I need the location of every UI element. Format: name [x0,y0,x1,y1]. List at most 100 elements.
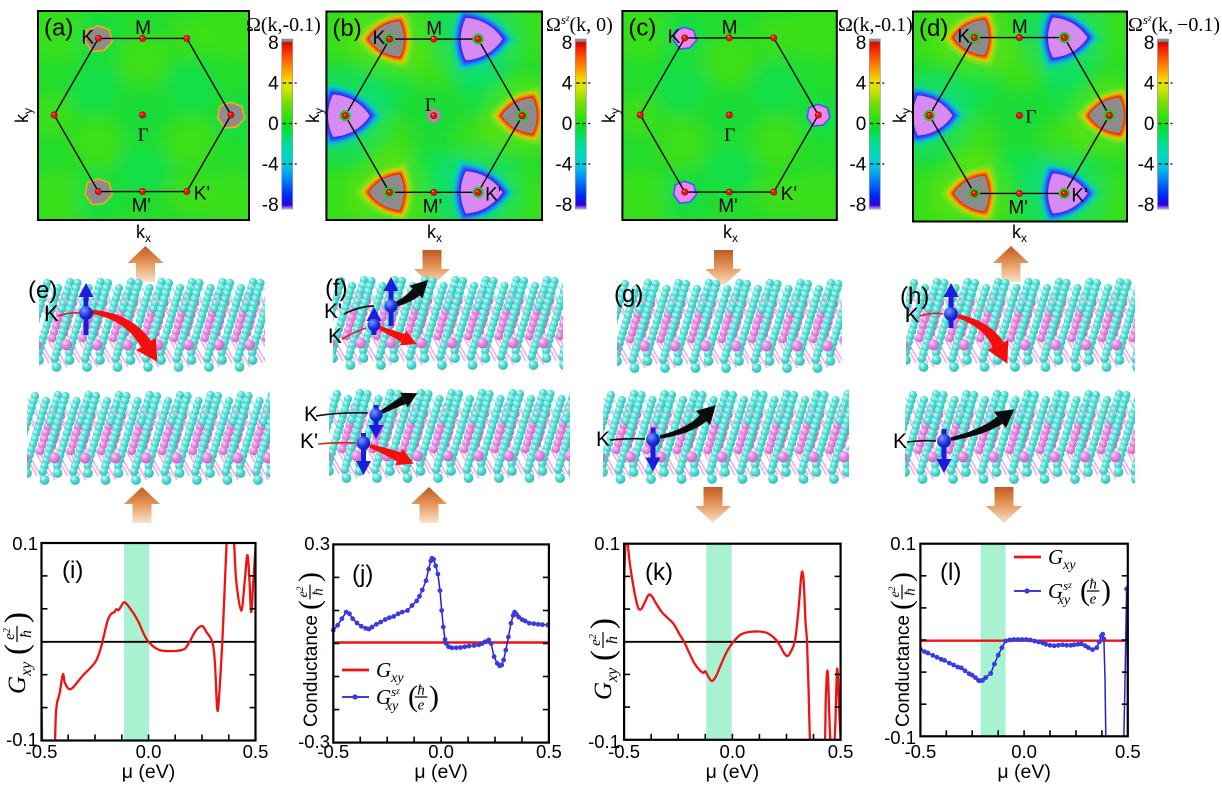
svg-text:e: e [418,698,425,714]
svg-text:μ (eV): μ (eV) [706,761,760,783]
svg-text:0.5: 0.5 [1115,741,1141,762]
svg-text:e2: e2 [588,634,604,646]
svg-text:ħ: ħ [311,588,327,596]
svg-text:M: M [426,19,442,40]
svg-text:Ωsz(k, 0): Ωsz(k, 0) [546,12,613,36]
svg-text:K: K [596,428,610,451]
svg-text:-0.1: -0.1 [884,727,916,748]
svg-text:(: ( [0,644,35,655]
svg-text:K': K' [324,300,342,323]
svg-text:0.0: 0.0 [136,741,162,762]
svg-text:K': K' [194,184,210,205]
svg-text:0.5: 0.5 [828,741,854,762]
svg-text:Ω(k,-0.1): Ω(k,-0.1) [246,14,321,36]
svg-text:ħ: ħ [903,588,919,596]
svg-text:K: K [905,304,919,327]
svg-text:0: 0 [856,114,867,135]
svg-text:K: K [668,27,681,48]
svg-text:μ (eV): μ (eV) [997,761,1051,783]
svg-text:0.1: 0.1 [12,533,38,554]
svg-text:(i): (i) [62,557,83,584]
svg-text:-4: -4 [262,155,279,176]
svg-text:-8: -8 [555,195,572,216]
svg-text:(a): (a) [44,15,73,42]
svg-text:K': K' [485,184,501,205]
svg-text:(b): (b) [332,15,361,42]
svg-text:Γ: Γ [425,95,436,116]
svg-text:ħ: ħ [604,636,621,644]
svg-text:-4: -4 [1138,155,1155,176]
svg-text:4: 4 [1144,74,1155,95]
svg-text:K': K' [781,184,797,205]
svg-text:-0.5: -0.5 [317,741,349,762]
svg-text:ħ: ħ [417,683,425,699]
svg-text:M: M [1012,17,1028,38]
svg-text:0.0: 0.0 [428,741,454,762]
svg-text:K: K [304,403,318,426]
svg-text:e2: e2 [295,586,311,597]
svg-text:0.1: 0.1 [890,533,916,554]
svg-text:): ) [429,680,439,713]
svg-text:(: ( [408,680,418,713]
svg-text:-0.5: -0.5 [26,741,58,762]
svg-text:-8: -8 [1138,195,1155,216]
svg-text:0: 0 [1144,114,1155,135]
svg-text:Ω(k,-0.1): Ω(k,-0.1) [838,14,913,36]
svg-text:(c): (c) [628,15,656,42]
svg-text:(h): (h) [900,283,929,310]
svg-text:K: K [328,325,342,348]
svg-text:μ (eV): μ (eV) [122,761,176,783]
svg-text:(l): (l) [940,559,961,586]
svg-text:-0.5: -0.5 [904,741,936,762]
svg-text:): ) [585,618,621,629]
svg-text:(: ( [585,650,621,661]
svg-text:Γ: Γ [138,125,149,146]
svg-text:-0.5: -0.5 [608,741,640,762]
svg-text:M': M' [132,196,151,217]
svg-text:0.3: 0.3 [304,533,330,554]
svg-text:(k): (k) [645,559,673,586]
svg-text:(: ( [885,600,918,610]
svg-text:0.0: 0.0 [1011,741,1037,762]
svg-text:μ (eV): μ (eV) [414,761,468,783]
svg-text:(: ( [293,600,326,610]
svg-text:M: M [722,17,738,38]
svg-text:8: 8 [856,33,867,54]
svg-text:0: 0 [562,114,573,135]
svg-text:0.5: 0.5 [243,741,269,762]
svg-text:K: K [957,27,970,48]
svg-text:M': M' [423,196,442,217]
svg-text:K: K [893,430,907,453]
svg-text:8: 8 [562,33,573,54]
svg-text:8: 8 [268,33,279,54]
svg-text:-0.1: -0.1 [588,731,620,752]
svg-text:8: 8 [1144,33,1155,54]
svg-text:Γ: Γ [724,125,735,146]
svg-text:(j): (j) [352,561,373,588]
svg-text:e2: e2 [887,586,903,597]
svg-text:K': K' [1071,185,1087,206]
svg-text:-4: -4 [555,155,572,176]
svg-text:0.1: 0.1 [594,533,620,554]
svg-text:): ) [885,572,918,582]
svg-text:ħ: ħ [18,630,35,638]
svg-text:4: 4 [562,74,573,95]
svg-text:Γ: Γ [1025,107,1036,128]
svg-text:4: 4 [856,74,867,95]
svg-text:e: e [1090,592,1097,608]
svg-text:Gxy: Gxy [1048,545,1076,573]
svg-text:4: 4 [268,74,279,95]
svg-text:M: M [135,18,151,39]
svg-text:K': K' [300,430,318,453]
svg-text:-4: -4 [849,155,866,176]
svg-text:M': M' [1008,197,1027,218]
svg-text:0.0: 0.0 [720,741,746,762]
svg-text:(e): (e) [28,277,57,304]
svg-text:0.5: 0.5 [536,741,562,762]
svg-text:-8: -8 [262,195,279,216]
svg-text:(d): (d) [919,15,948,42]
svg-text:K: K [81,27,94,48]
svg-text:): ) [1101,574,1111,607]
svg-text:-0.1: -0.1 [6,729,38,750]
svg-text:0: 0 [268,114,279,135]
